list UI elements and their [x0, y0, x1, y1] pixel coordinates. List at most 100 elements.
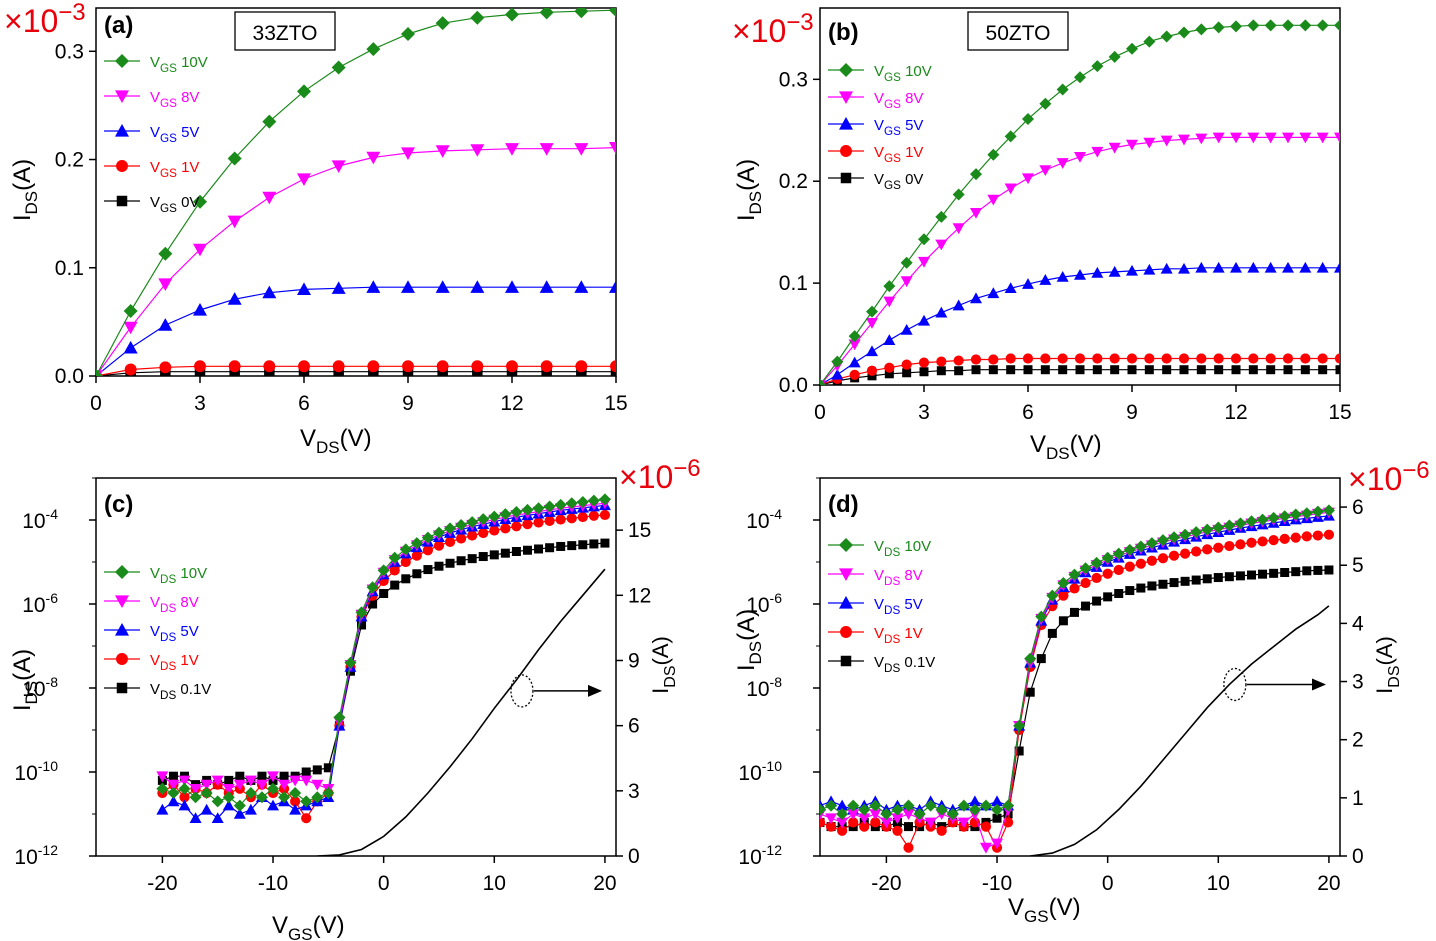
y2-label-unit: (A) [648, 636, 673, 665]
data-point [1213, 542, 1224, 553]
y-tick-base: 10 [22, 510, 45, 533]
legend-value: 8V [177, 89, 200, 106]
data-point [1316, 261, 1329, 273]
data-point [968, 803, 981, 816]
x-tick-label: 3 [194, 392, 206, 415]
data-point [389, 565, 400, 576]
data-point [952, 223, 965, 235]
data-point [267, 799, 280, 811]
data-point [1247, 19, 1260, 32]
data-point [1081, 601, 1091, 611]
data-point [1180, 576, 1190, 586]
data-point [820, 817, 826, 828]
data-point [411, 550, 422, 561]
data-point [123, 340, 138, 354]
legend-marker [115, 565, 129, 579]
data-point [901, 359, 912, 370]
multiplier-base: ×10 [732, 13, 786, 49]
data-point [539, 280, 554, 293]
legend-sub: GS [160, 62, 177, 75]
x-tick-label: 6 [1022, 401, 1034, 424]
data-point [1283, 365, 1293, 375]
data-point [1289, 508, 1302, 521]
legend-var: V [874, 625, 884, 642]
legend-value: 10V [176, 565, 207, 582]
data-point [1195, 261, 1208, 273]
x-tick-label: 0 [378, 872, 390, 895]
y2-tick-label: 0 [628, 845, 640, 868]
data-point [1312, 530, 1323, 541]
data-point [1124, 561, 1135, 572]
data-point [1022, 353, 1034, 364]
data-point [848, 817, 859, 828]
data-point [1264, 132, 1277, 144]
y-label-var: I [9, 704, 36, 711]
data-point [848, 330, 861, 343]
data-point [262, 191, 277, 205]
data-point [957, 817, 970, 829]
y-tick-base: 10 [738, 846, 761, 869]
data-point [987, 148, 1000, 161]
data-point [567, 541, 577, 551]
data-point [193, 302, 207, 316]
y-tick-label: 10-8 [22, 674, 58, 701]
data-point [423, 565, 433, 575]
data-point [1334, 19, 1340, 32]
data-point [540, 360, 553, 373]
data-point [598, 493, 611, 506]
data-point [544, 515, 555, 526]
data-point [935, 239, 948, 251]
x-tick-label: 12 [1224, 401, 1247, 424]
y2-label-var: I [648, 688, 673, 694]
data-point [891, 803, 904, 816]
x-label-var: V [1008, 894, 1024, 921]
y-tick-label: 10-6 [746, 590, 782, 617]
data-point [820, 803, 826, 816]
data-point [1317, 353, 1328, 364]
data-point [1264, 19, 1277, 32]
y-label-sub: DS [22, 681, 41, 705]
data-point [193, 194, 207, 209]
data-point [200, 787, 213, 799]
data-point [539, 8, 554, 20]
data-point [1291, 567, 1301, 577]
data-point [831, 368, 844, 380]
data-point [1268, 535, 1279, 546]
legend-var: V [874, 567, 884, 584]
data-point [521, 503, 534, 516]
data-point [970, 354, 982, 365]
data-point [1190, 526, 1203, 539]
y-tick-exponent: -8 [770, 674, 783, 690]
data-point [435, 280, 450, 293]
data-point [401, 280, 415, 293]
x-axis-label: VDS(V) [1030, 431, 1102, 463]
data-point [1074, 151, 1086, 163]
data-point [1143, 137, 1156, 149]
data-point [1214, 365, 1224, 375]
legend-value: 1V [177, 159, 200, 176]
data-point [883, 280, 896, 293]
data-point [1068, 568, 1081, 581]
legend-sub: GS [884, 98, 901, 111]
data-point [971, 365, 981, 375]
y-tick-base: 10 [746, 594, 769, 617]
data-point [1126, 264, 1138, 276]
data-point [410, 537, 423, 550]
y2-tick-label: 3 [628, 780, 640, 803]
plot-frame [95, 7, 617, 377]
data-point [991, 795, 1004, 807]
data-point [168, 771, 178, 781]
x-tick-label: 15 [604, 392, 627, 415]
legend-sub: DS [884, 546, 900, 559]
legend-marker [116, 195, 128, 207]
data-point [488, 510, 501, 523]
data-point [1267, 511, 1280, 524]
data-point [1147, 581, 1157, 591]
plot-area [156, 493, 611, 856]
legend-label: VDS 0.1V [150, 681, 211, 702]
legend-marker [839, 538, 853, 552]
data-point [96, 369, 103, 376]
data-point [1264, 261, 1277, 273]
data-point [227, 215, 242, 229]
legend-value: 10V [177, 54, 208, 71]
